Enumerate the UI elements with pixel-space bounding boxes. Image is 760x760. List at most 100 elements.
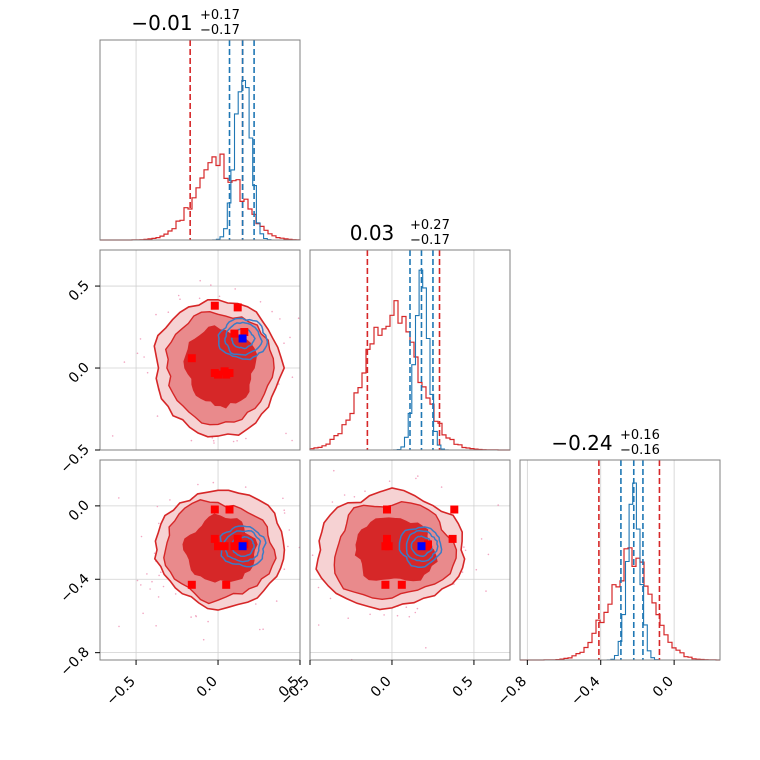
sample-point bbox=[123, 361, 126, 363]
contour-blue bbox=[410, 535, 433, 558]
marker-red bbox=[187, 580, 196, 589]
marker-red bbox=[240, 328, 249, 336]
sample-point bbox=[475, 568, 478, 571]
sample-point bbox=[369, 613, 371, 616]
sample-point bbox=[425, 647, 427, 649]
marker-red bbox=[450, 505, 459, 514]
panel-frame bbox=[309, 249, 511, 451]
sample-point bbox=[143, 356, 145, 358]
sample-point bbox=[275, 600, 278, 602]
x-tick-label: −0.5 bbox=[104, 674, 139, 709]
marker-red bbox=[210, 301, 219, 310]
scatter-panel-0-1 bbox=[99, 249, 301, 451]
sample-point bbox=[118, 497, 120, 499]
posterior-histogram-red bbox=[309, 300, 510, 451]
marker-red bbox=[422, 542, 431, 551]
sample-point bbox=[347, 617, 350, 619]
sample-point bbox=[151, 580, 153, 583]
panel-title-1: 0.03 bbox=[350, 221, 395, 245]
sample-point bbox=[195, 615, 197, 617]
sample-point bbox=[213, 442, 215, 444]
x-tick-label: −0.4 bbox=[568, 673, 603, 708]
sample-point bbox=[202, 638, 205, 641]
marker-red bbox=[220, 542, 229, 551]
sample-point bbox=[111, 435, 114, 437]
sample-point bbox=[480, 538, 483, 540]
sample-point bbox=[236, 440, 238, 442]
scatter-panel-0-2 bbox=[99, 459, 301, 661]
marker-red bbox=[225, 369, 234, 377]
posterior-histogram-blue bbox=[100, 79, 300, 241]
panel-title-lower-1: −0.17 bbox=[410, 233, 450, 248]
sample-point bbox=[155, 625, 157, 627]
sample-point bbox=[245, 437, 247, 440]
sample-point bbox=[317, 586, 320, 589]
marker-blue bbox=[417, 542, 426, 551]
x-tick-label: 0.0 bbox=[194, 674, 221, 701]
contour-blue bbox=[398, 526, 443, 568]
sample-point bbox=[149, 588, 151, 590]
sample-point bbox=[353, 496, 356, 498]
marker-red bbox=[383, 534, 391, 543]
contour-blue bbox=[405, 529, 439, 563]
marker-red bbox=[214, 370, 222, 379]
panel-title-upper-1: +0.27 bbox=[410, 218, 450, 233]
sample-point bbox=[179, 298, 181, 301]
sample-point bbox=[283, 512, 286, 514]
marker-red bbox=[220, 367, 229, 376]
sample-point bbox=[464, 549, 467, 552]
panel-title-lower-0: −0.17 bbox=[200, 23, 240, 38]
contour-red-inner bbox=[354, 517, 438, 582]
marker-red bbox=[214, 542, 222, 551]
sample-point bbox=[283, 342, 285, 345]
marker-red bbox=[233, 303, 242, 312]
marker-red bbox=[233, 534, 242, 543]
sample-point bbox=[278, 383, 280, 385]
panel-frame bbox=[309, 459, 511, 661]
sample-point bbox=[140, 584, 142, 586]
sample-point bbox=[157, 596, 160, 598]
sample-point bbox=[287, 545, 289, 548]
panel-frame bbox=[99, 249, 301, 451]
sample-point bbox=[285, 432, 287, 435]
sample-point bbox=[283, 509, 286, 512]
sample-point bbox=[155, 313, 157, 316]
hist-panel-1: 0.03 +0.27−0.17 bbox=[309, 218, 511, 451]
sample-point bbox=[388, 480, 391, 483]
sample-point bbox=[244, 486, 247, 488]
sample-point bbox=[174, 593, 177, 595]
sample-point bbox=[177, 294, 180, 297]
sample-point bbox=[118, 625, 120, 628]
sample-point bbox=[331, 501, 334, 503]
sample-point bbox=[234, 288, 236, 290]
marker-red bbox=[230, 329, 239, 338]
posterior-histogram-blue bbox=[520, 482, 720, 661]
sample-point bbox=[405, 606, 408, 608]
marker-red bbox=[381, 542, 390, 551]
panel-title-upper-2: +0.16 bbox=[620, 428, 660, 443]
marker-blue bbox=[238, 334, 247, 343]
sample-point bbox=[364, 490, 366, 493]
marker-red bbox=[383, 505, 391, 514]
sample-point bbox=[329, 597, 332, 600]
marker-red bbox=[397, 580, 406, 589]
panel-title-2: −0.24 bbox=[551, 431, 612, 455]
sample-point bbox=[417, 475, 419, 477]
marker-blue bbox=[238, 542, 247, 551]
marker-red bbox=[210, 505, 219, 514]
sample-point bbox=[190, 439, 193, 442]
posterior-histogram-red bbox=[520, 547, 720, 661]
sample-point bbox=[262, 628, 264, 630]
y-tick-label: −0.8 bbox=[57, 644, 92, 679]
sample-point bbox=[291, 439, 293, 442]
panel-frame bbox=[99, 39, 301, 241]
sample-point bbox=[199, 279, 201, 282]
sample-point bbox=[383, 614, 385, 616]
sample-point bbox=[282, 497, 284, 500]
marker-red bbox=[448, 534, 457, 543]
y-tick-label: 0.0 bbox=[66, 497, 93, 524]
hist-panel-0: −0.01 +0.17−0.17 bbox=[99, 8, 301, 241]
sample-point bbox=[136, 352, 139, 355]
sample-point bbox=[169, 499, 171, 501]
